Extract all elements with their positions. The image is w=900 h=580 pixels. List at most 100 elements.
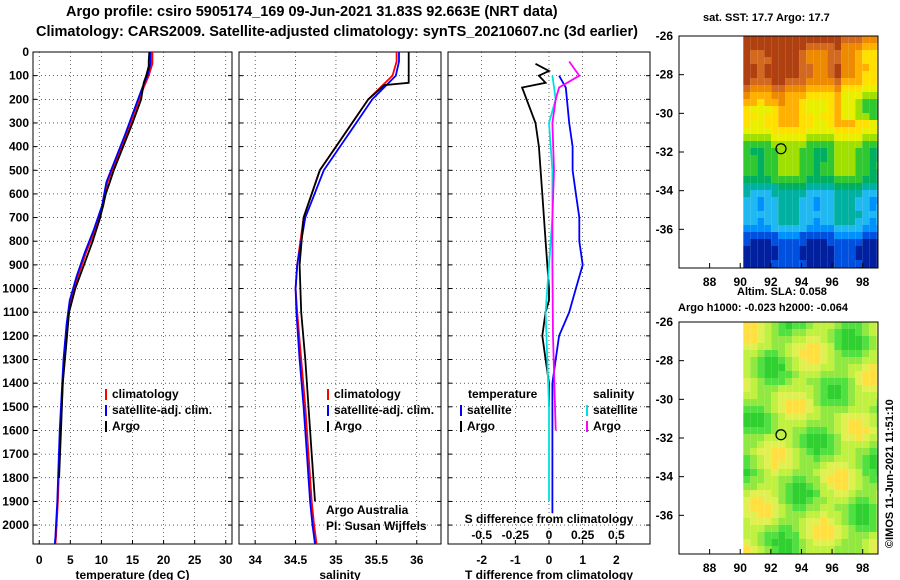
map-cell	[799, 357, 807, 364]
map-cell	[862, 350, 870, 357]
map-cell	[813, 141, 821, 148]
map-cell	[841, 434, 849, 441]
map-cell	[841, 260, 849, 267]
map-cell	[792, 399, 800, 406]
map-cell	[743, 490, 751, 497]
map-cell	[855, 476, 863, 483]
map-cell	[841, 448, 849, 455]
map-cell	[785, 204, 793, 211]
map-cell	[827, 64, 835, 71]
legend-label: satellite	[593, 403, 638, 417]
map-cell	[757, 113, 765, 120]
map-cell	[820, 434, 828, 441]
map-cell	[750, 385, 758, 392]
map-cell	[806, 260, 814, 267]
map-cell	[876, 43, 879, 50]
map-cell	[813, 532, 821, 539]
map-cell	[827, 71, 835, 78]
map-cell	[869, 364, 877, 371]
y-tick-label: 1200	[2, 329, 29, 343]
map-cell	[792, 85, 800, 92]
map-cell	[799, 371, 807, 378]
map-cell	[869, 120, 877, 127]
map-cell	[876, 385, 879, 392]
map-cell	[750, 448, 758, 455]
map-cell	[813, 134, 821, 141]
map-cell	[785, 476, 793, 483]
map-cell	[792, 176, 800, 183]
x-tick-label: 1	[579, 553, 586, 567]
map-cell	[764, 427, 772, 434]
map-cell	[806, 64, 814, 71]
map-cell	[764, 204, 772, 211]
map-cell	[848, 211, 856, 218]
map-cell	[799, 462, 807, 469]
map-cell	[827, 127, 835, 134]
map-cell	[778, 183, 786, 190]
map-cell	[862, 329, 870, 336]
map-cell	[876, 392, 879, 399]
map-cell	[806, 546, 814, 553]
map-cell	[750, 239, 758, 246]
map-cell	[785, 260, 793, 267]
map-cell	[869, 371, 877, 378]
map-cell	[834, 399, 842, 406]
map-cell	[855, 134, 863, 141]
map-cell	[806, 420, 814, 427]
map-cell	[778, 120, 786, 127]
map-cell	[806, 371, 814, 378]
annotation-argo-australia: Argo Australia	[326, 503, 409, 517]
map-cell	[764, 504, 772, 511]
map-cell	[750, 343, 758, 350]
map-cell	[834, 336, 842, 343]
map-cell	[820, 162, 828, 169]
map-cell	[813, 413, 821, 420]
map-cell	[813, 169, 821, 176]
map-cell	[827, 399, 835, 406]
map-cell	[848, 420, 856, 427]
map-cell	[792, 134, 800, 141]
legend-title-salinity: salinity	[593, 387, 635, 401]
map-cell	[862, 385, 870, 392]
map-cell	[813, 246, 821, 253]
map-cell	[848, 497, 856, 504]
map-cell	[757, 462, 765, 469]
map-cell	[785, 120, 793, 127]
map-cell	[764, 246, 772, 253]
map-cell	[855, 225, 863, 232]
map-cell	[778, 239, 786, 246]
map-cell	[820, 169, 828, 176]
map-cell	[757, 204, 765, 211]
map-cell	[848, 43, 856, 50]
map-cell	[827, 169, 835, 176]
map-cell	[876, 546, 879, 553]
map-cell	[813, 518, 821, 525]
map-x-tick-label: 92	[764, 275, 778, 289]
map-cell	[764, 322, 772, 329]
map-cell	[743, 127, 751, 134]
map-cell	[841, 378, 849, 385]
map-cell	[820, 343, 828, 350]
map-cell	[841, 50, 849, 57]
series-line-s-argo	[551, 60, 581, 431]
map-cell	[827, 204, 835, 211]
map-cell	[841, 162, 849, 169]
map-cell	[820, 329, 828, 336]
map-cell	[869, 322, 877, 329]
map-cell	[834, 385, 842, 392]
map-cell	[750, 420, 758, 427]
map-cell	[841, 385, 849, 392]
map-cell	[869, 99, 877, 106]
map-cell	[750, 364, 758, 371]
map-cell	[813, 511, 821, 518]
map-cell	[771, 99, 779, 106]
map-cell	[876, 357, 879, 364]
map-cell	[862, 239, 870, 246]
map-cell	[827, 176, 835, 183]
map-cell	[834, 218, 842, 225]
map-cell	[771, 539, 779, 546]
map-cell	[855, 518, 863, 525]
map-cell	[827, 253, 835, 260]
map-cell	[876, 127, 879, 134]
map-cell	[855, 469, 863, 476]
